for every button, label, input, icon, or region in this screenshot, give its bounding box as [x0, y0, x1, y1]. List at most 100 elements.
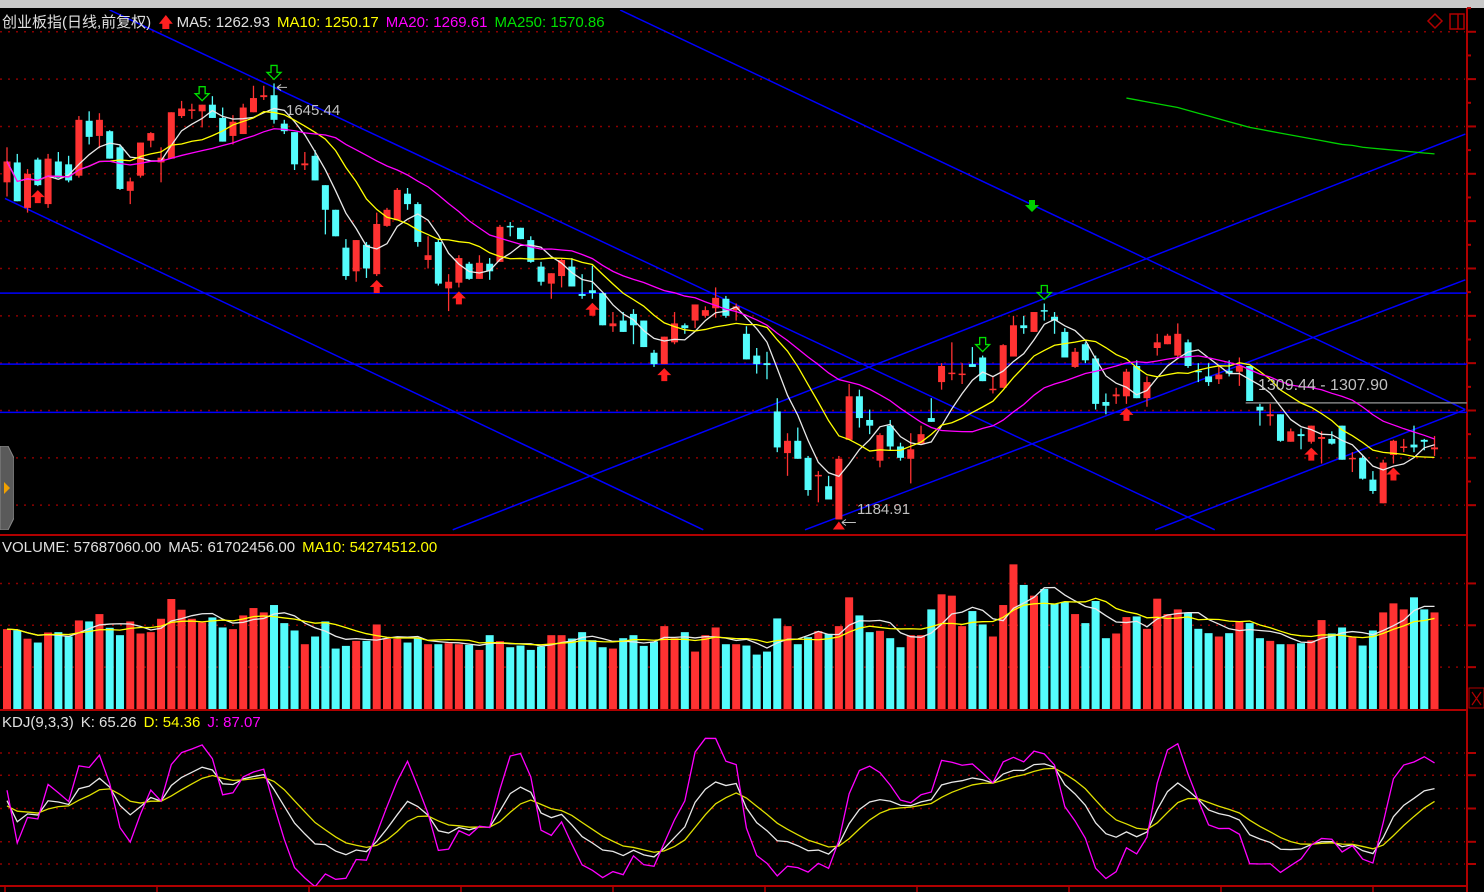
- volume-bar: [74, 620, 83, 709]
- volume-bar: [290, 630, 299, 709]
- candle-up: [1287, 431, 1295, 442]
- volume-bar: [793, 644, 802, 709]
- volume-ma10-line: [6, 597, 1435, 646]
- candle-down: [414, 204, 422, 242]
- volume-bar: [64, 636, 73, 709]
- volume-bar: [1019, 584, 1028, 709]
- candle-down: [681, 325, 689, 329]
- candle-up: [547, 273, 555, 284]
- candle-up: [732, 306, 740, 311]
- ma5-line: [6, 107, 1435, 478]
- candle-up: [948, 372, 956, 375]
- volume-bar: [372, 624, 381, 709]
- candle-up: [229, 121, 237, 136]
- volume-bar: [732, 644, 741, 709]
- candle-up: [75, 119, 83, 176]
- candle-up: [44, 158, 52, 205]
- split-panel-icon[interactable]: [1449, 13, 1465, 30]
- candle-down: [434, 241, 442, 284]
- ma10-readout: MA10: 1250.17: [277, 14, 379, 31]
- volume-bar: [1184, 612, 1193, 709]
- candle-up: [424, 255, 432, 260]
- volume-bar: [958, 626, 967, 709]
- diamond-icon[interactable]: [1426, 12, 1444, 30]
- candle-down: [1102, 401, 1110, 406]
- candlesticks: [3, 83, 1439, 520]
- candle-up: [1030, 312, 1038, 332]
- sell-signal-green-down-arrow-icon: [265, 64, 283, 81]
- volume-ma5-readout: MA5: 61702456.00: [168, 539, 296, 556]
- candle-down: [1338, 425, 1346, 460]
- candle-down: [968, 364, 976, 367]
- candle-up: [1174, 333, 1182, 356]
- volume-bar: [701, 635, 710, 709]
- candle-down: [763, 363, 771, 366]
- candle-down: [578, 294, 586, 296]
- candle-up: [1071, 351, 1079, 367]
- candle-down: [1205, 376, 1213, 383]
- volume-bar: [1163, 614, 1172, 709]
- candle-up: [1307, 425, 1315, 442]
- close-pane-x-icon[interactable]: [1468, 687, 1484, 709]
- volume-bar: [526, 649, 535, 709]
- ma20-readout: MA20: 1269.61: [385, 14, 488, 31]
- candle-down: [1328, 438, 1336, 444]
- volume-bar: [804, 637, 813, 709]
- volume-bar: [23, 638, 32, 709]
- candle-up: [712, 297, 720, 309]
- candle-down: [619, 320, 627, 332]
- candle-down: [280, 123, 288, 132]
- volume-bar: [578, 632, 587, 709]
- candle-up: [1379, 462, 1387, 504]
- volume-bar: [947, 595, 956, 709]
- volume-bar: [762, 651, 771, 709]
- volume-bar: [814, 631, 823, 709]
- candle-up: [1235, 366, 1243, 372]
- volume-bar: [691, 651, 700, 709]
- candle-down: [311, 155, 319, 181]
- volume-bar: [1266, 640, 1275, 709]
- volume-bar: [1235, 621, 1244, 709]
- volume-bar: [413, 638, 422, 709]
- ma250-line: [1126, 97, 1435, 155]
- candle-down: [219, 117, 227, 142]
- volume-bar: [783, 626, 792, 709]
- volume-ma10-readout: MA10: 54274512.00: [302, 539, 438, 556]
- candle-down: [291, 132, 299, 165]
- sell-signal-green-down-arrow-icon: [974, 336, 992, 353]
- candle-down: [588, 290, 596, 294]
- volume-bar: [1286, 644, 1295, 709]
- trendline: [109, 10, 1216, 531]
- candle-down: [1410, 444, 1418, 448]
- volume-bar: [228, 629, 237, 709]
- volume-bar: [1132, 616, 1141, 709]
- trendline: [804, 279, 1466, 531]
- candle-down: [1276, 414, 1284, 441]
- candle-down: [1061, 331, 1069, 358]
- candle-down: [1184, 342, 1192, 366]
- candle-up: [352, 240, 360, 272]
- volume-bar: [85, 621, 94, 709]
- volume-bar: [44, 632, 53, 709]
- candle-down: [1040, 310, 1048, 312]
- volume-bars: [3, 564, 1439, 709]
- candle-down: [1256, 406, 1264, 411]
- candle-down: [1246, 366, 1254, 402]
- volume-bar: [1338, 627, 1347, 709]
- collapse-side-tab[interactable]: [0, 446, 14, 530]
- ma250-readout: MA250: 1570.86: [494, 14, 605, 31]
- candle-up: [1153, 342, 1161, 349]
- volume-bar: [1409, 597, 1418, 709]
- volume-bar: [988, 636, 997, 709]
- volume-bar: [773, 618, 782, 709]
- candle-down: [753, 355, 761, 365]
- volume-bar: [1368, 630, 1377, 709]
- volume-bar: [1142, 628, 1151, 709]
- volume-bar: [239, 615, 248, 709]
- volume-bar: [1327, 633, 1336, 709]
- volume-bar: [136, 633, 145, 709]
- volume-bar: [1101, 638, 1110, 709]
- volume-bar: [875, 630, 884, 709]
- volume-bar: [33, 642, 42, 709]
